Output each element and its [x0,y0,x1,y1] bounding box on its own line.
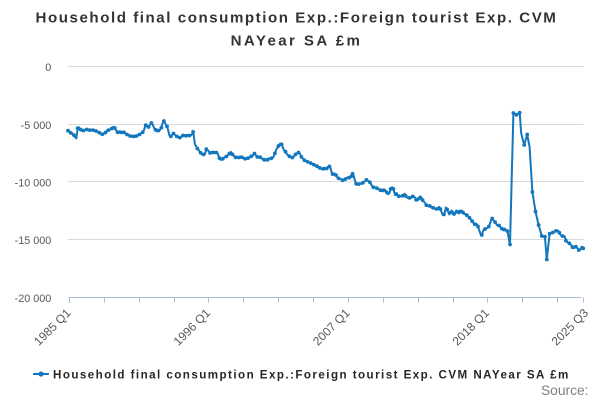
svg-text:Household final consumption Ex: Household final consumption Exp.:Foreign… [53,369,570,382]
svg-text:-10 000: -10 000 [15,178,52,190]
svg-text:0: 0 [45,62,51,74]
svg-text:-5 000: -5 000 [21,120,52,132]
svg-text:1996 Q1: 1996 Q1 [171,306,214,349]
svg-text:NAYear SA £m: NAYear SA £m [231,33,363,50]
svg-text:Household final consumption Ex: Household final consumption Exp.:Foreign… [36,10,558,27]
svg-text:Source:: Source: [541,383,589,398]
svg-text:-15 000: -15 000 [15,235,52,247]
svg-text:2007 Q1: 2007 Q1 [310,306,353,349]
svg-text:2018 Q1: 2018 Q1 [450,306,493,349]
svg-text:1985 Q1: 1985 Q1 [31,306,74,349]
svg-text:2025 Q3: 2025 Q3 [549,306,592,349]
svg-text:-20 000: -20 000 [15,293,52,305]
